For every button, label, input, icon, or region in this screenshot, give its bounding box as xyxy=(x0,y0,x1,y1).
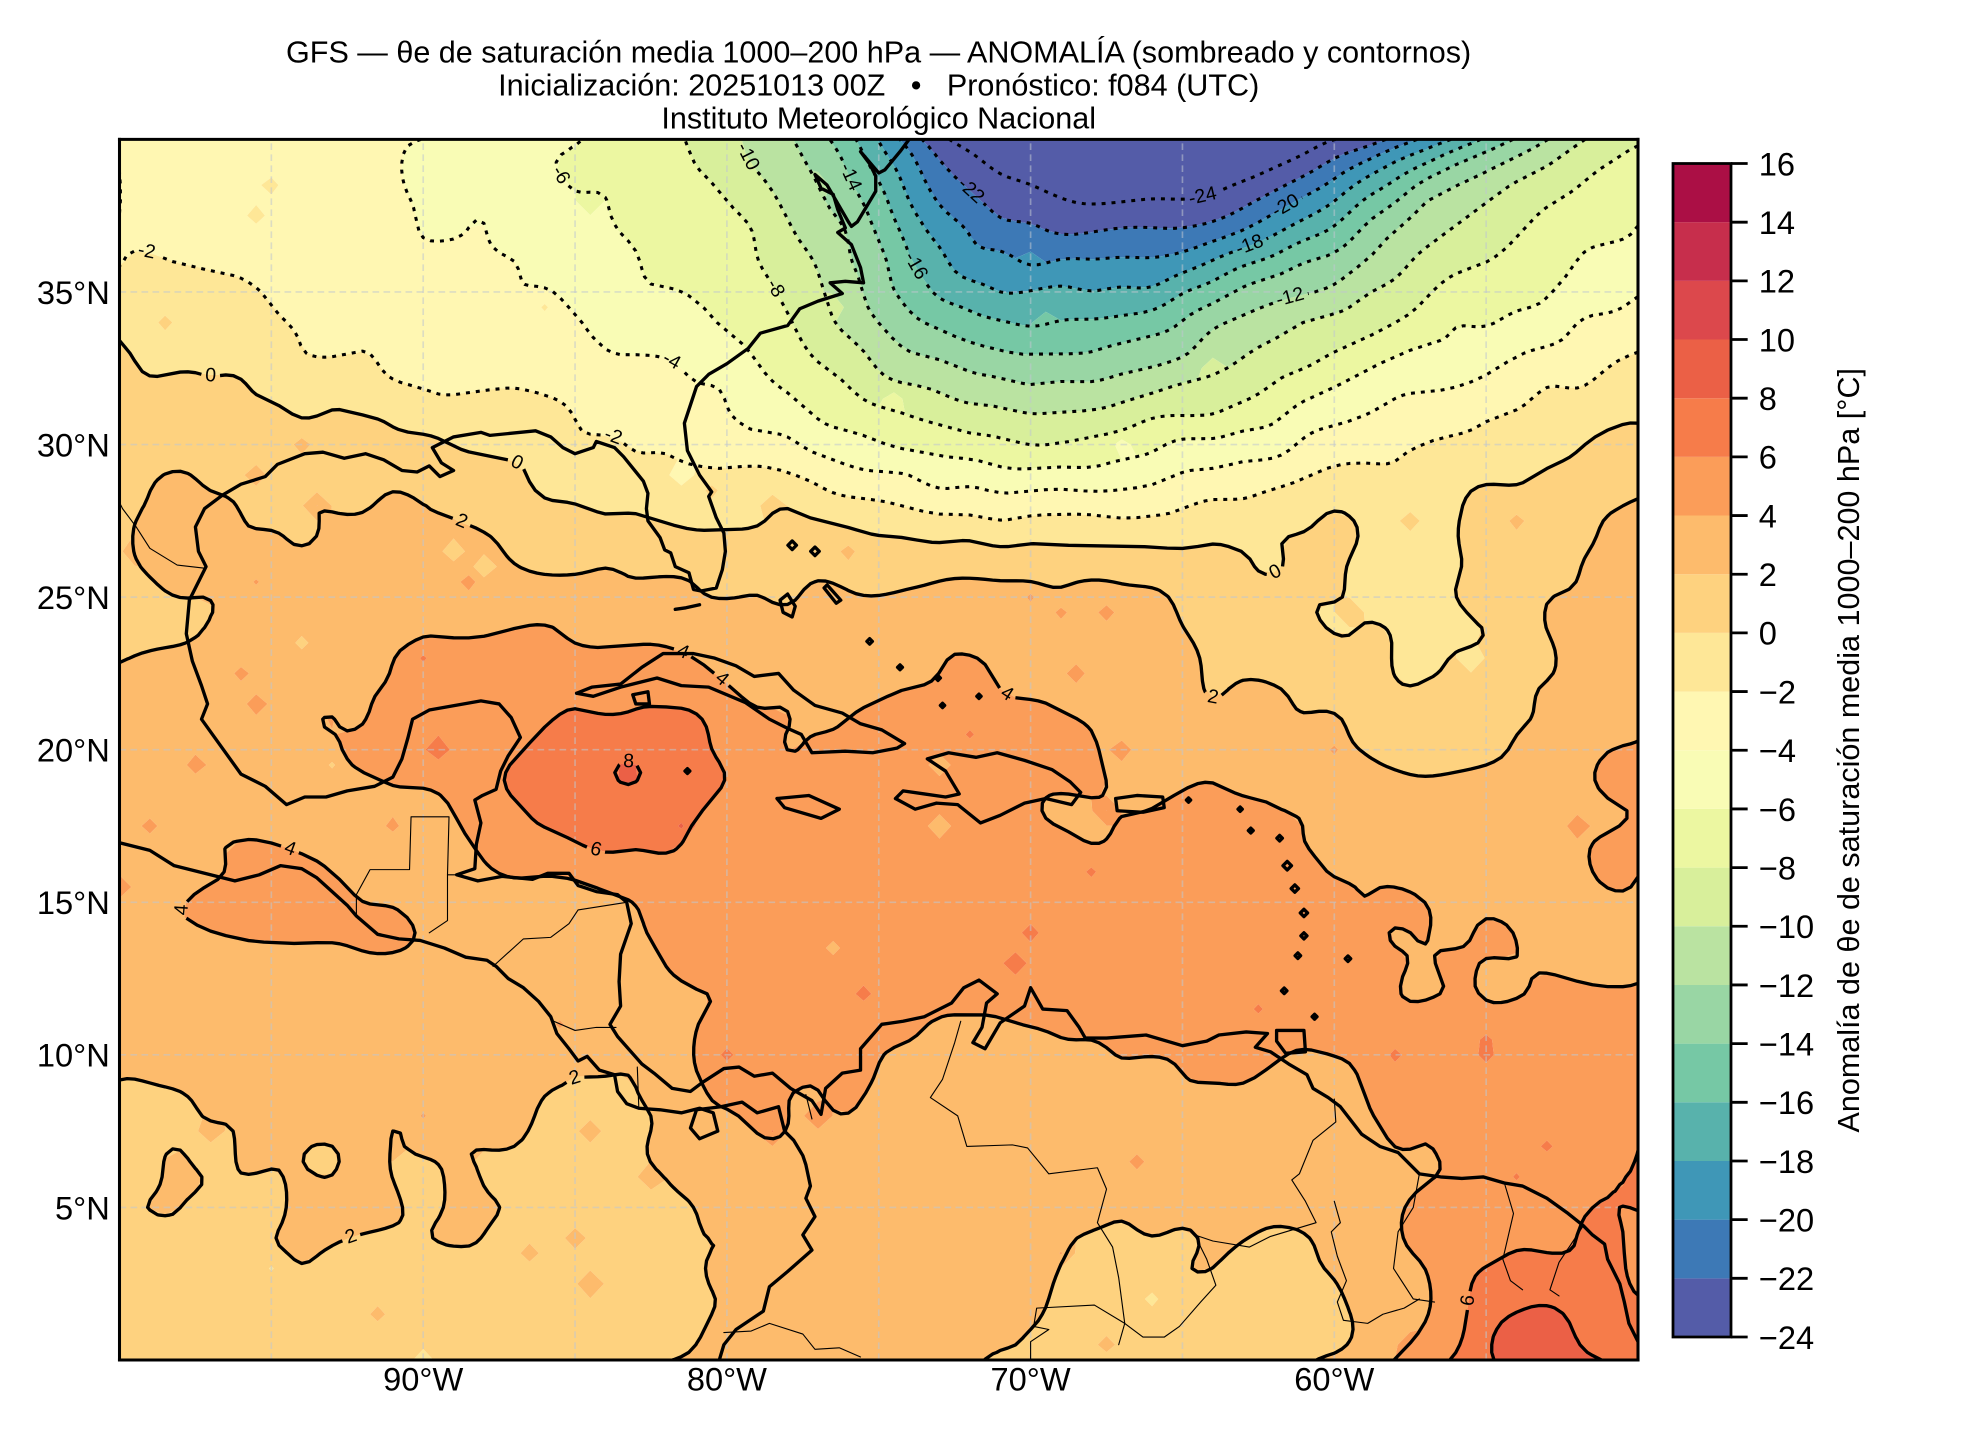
svg-text:30°N: 30°N xyxy=(37,426,110,463)
svg-text:2: 2 xyxy=(1759,556,1777,593)
svg-text:−20: −20 xyxy=(1759,1201,1814,1238)
svg-text:8: 8 xyxy=(1759,380,1777,417)
svg-text:−24: −24 xyxy=(1759,1319,1814,1356)
svg-text:6: 6 xyxy=(588,837,604,861)
svg-text:6: 6 xyxy=(1456,1294,1479,1308)
svg-text:−12: −12 xyxy=(1759,967,1814,1004)
svg-text:0: 0 xyxy=(1759,615,1777,652)
svg-text:15°N: 15°N xyxy=(37,884,110,921)
svg-text:−18: −18 xyxy=(1759,1143,1814,1180)
svg-text:−22: −22 xyxy=(1759,1260,1814,1297)
svg-text:35°N: 35°N xyxy=(37,274,110,311)
svg-text:Instituto Meteorológico Nacion: Instituto Meteorológico Nacional xyxy=(661,101,1096,135)
svg-text:Anomalía de θe de saturación m: Anomalía de θe de saturación media 1000–… xyxy=(1832,368,1866,1133)
svg-text:2: 2 xyxy=(566,1065,583,1089)
svg-text:20°N: 20°N xyxy=(37,732,110,769)
svg-text:10: 10 xyxy=(1759,321,1795,358)
svg-text:-2: -2 xyxy=(601,423,625,450)
svg-text:−10: −10 xyxy=(1759,908,1814,945)
svg-text:GFS — θe de saturación media 1: GFS — θe de saturación media 1000–200 hP… xyxy=(286,35,1471,70)
svg-text:−16: −16 xyxy=(1759,1084,1814,1121)
svg-text:4: 4 xyxy=(170,903,193,916)
svg-text:14: 14 xyxy=(1759,204,1795,241)
svg-text:90°W: 90°W xyxy=(383,1361,463,1398)
svg-text:12: 12 xyxy=(1759,263,1795,300)
svg-text:−2: −2 xyxy=(1759,673,1796,710)
svg-text:−6: −6 xyxy=(1759,791,1796,828)
svg-text:6: 6 xyxy=(1759,439,1777,476)
svg-text:60°W: 60°W xyxy=(1294,1361,1374,1398)
svg-text:25°N: 25°N xyxy=(37,579,110,616)
svg-text:-2: -2 xyxy=(136,239,157,264)
svg-text:−14: −14 xyxy=(1759,1025,1814,1062)
svg-text:Inicialización: 20251013 00Z: Inicialización: 20251013 00Z • Pronóstic… xyxy=(498,68,1259,102)
svg-text:16: 16 xyxy=(1759,145,1795,182)
svg-text:80°W: 80°W xyxy=(687,1361,767,1398)
svg-text:−4: −4 xyxy=(1759,732,1796,769)
svg-text:8: 8 xyxy=(623,750,635,772)
svg-text:70°W: 70°W xyxy=(991,1361,1071,1398)
svg-text:5°N: 5°N xyxy=(55,1189,110,1226)
svg-text:−8: −8 xyxy=(1759,849,1796,886)
svg-text:0: 0 xyxy=(205,364,217,387)
svg-text:2: 2 xyxy=(1206,685,1221,709)
svg-text:10°N: 10°N xyxy=(37,1037,110,1074)
svg-text:4: 4 xyxy=(1759,497,1777,534)
